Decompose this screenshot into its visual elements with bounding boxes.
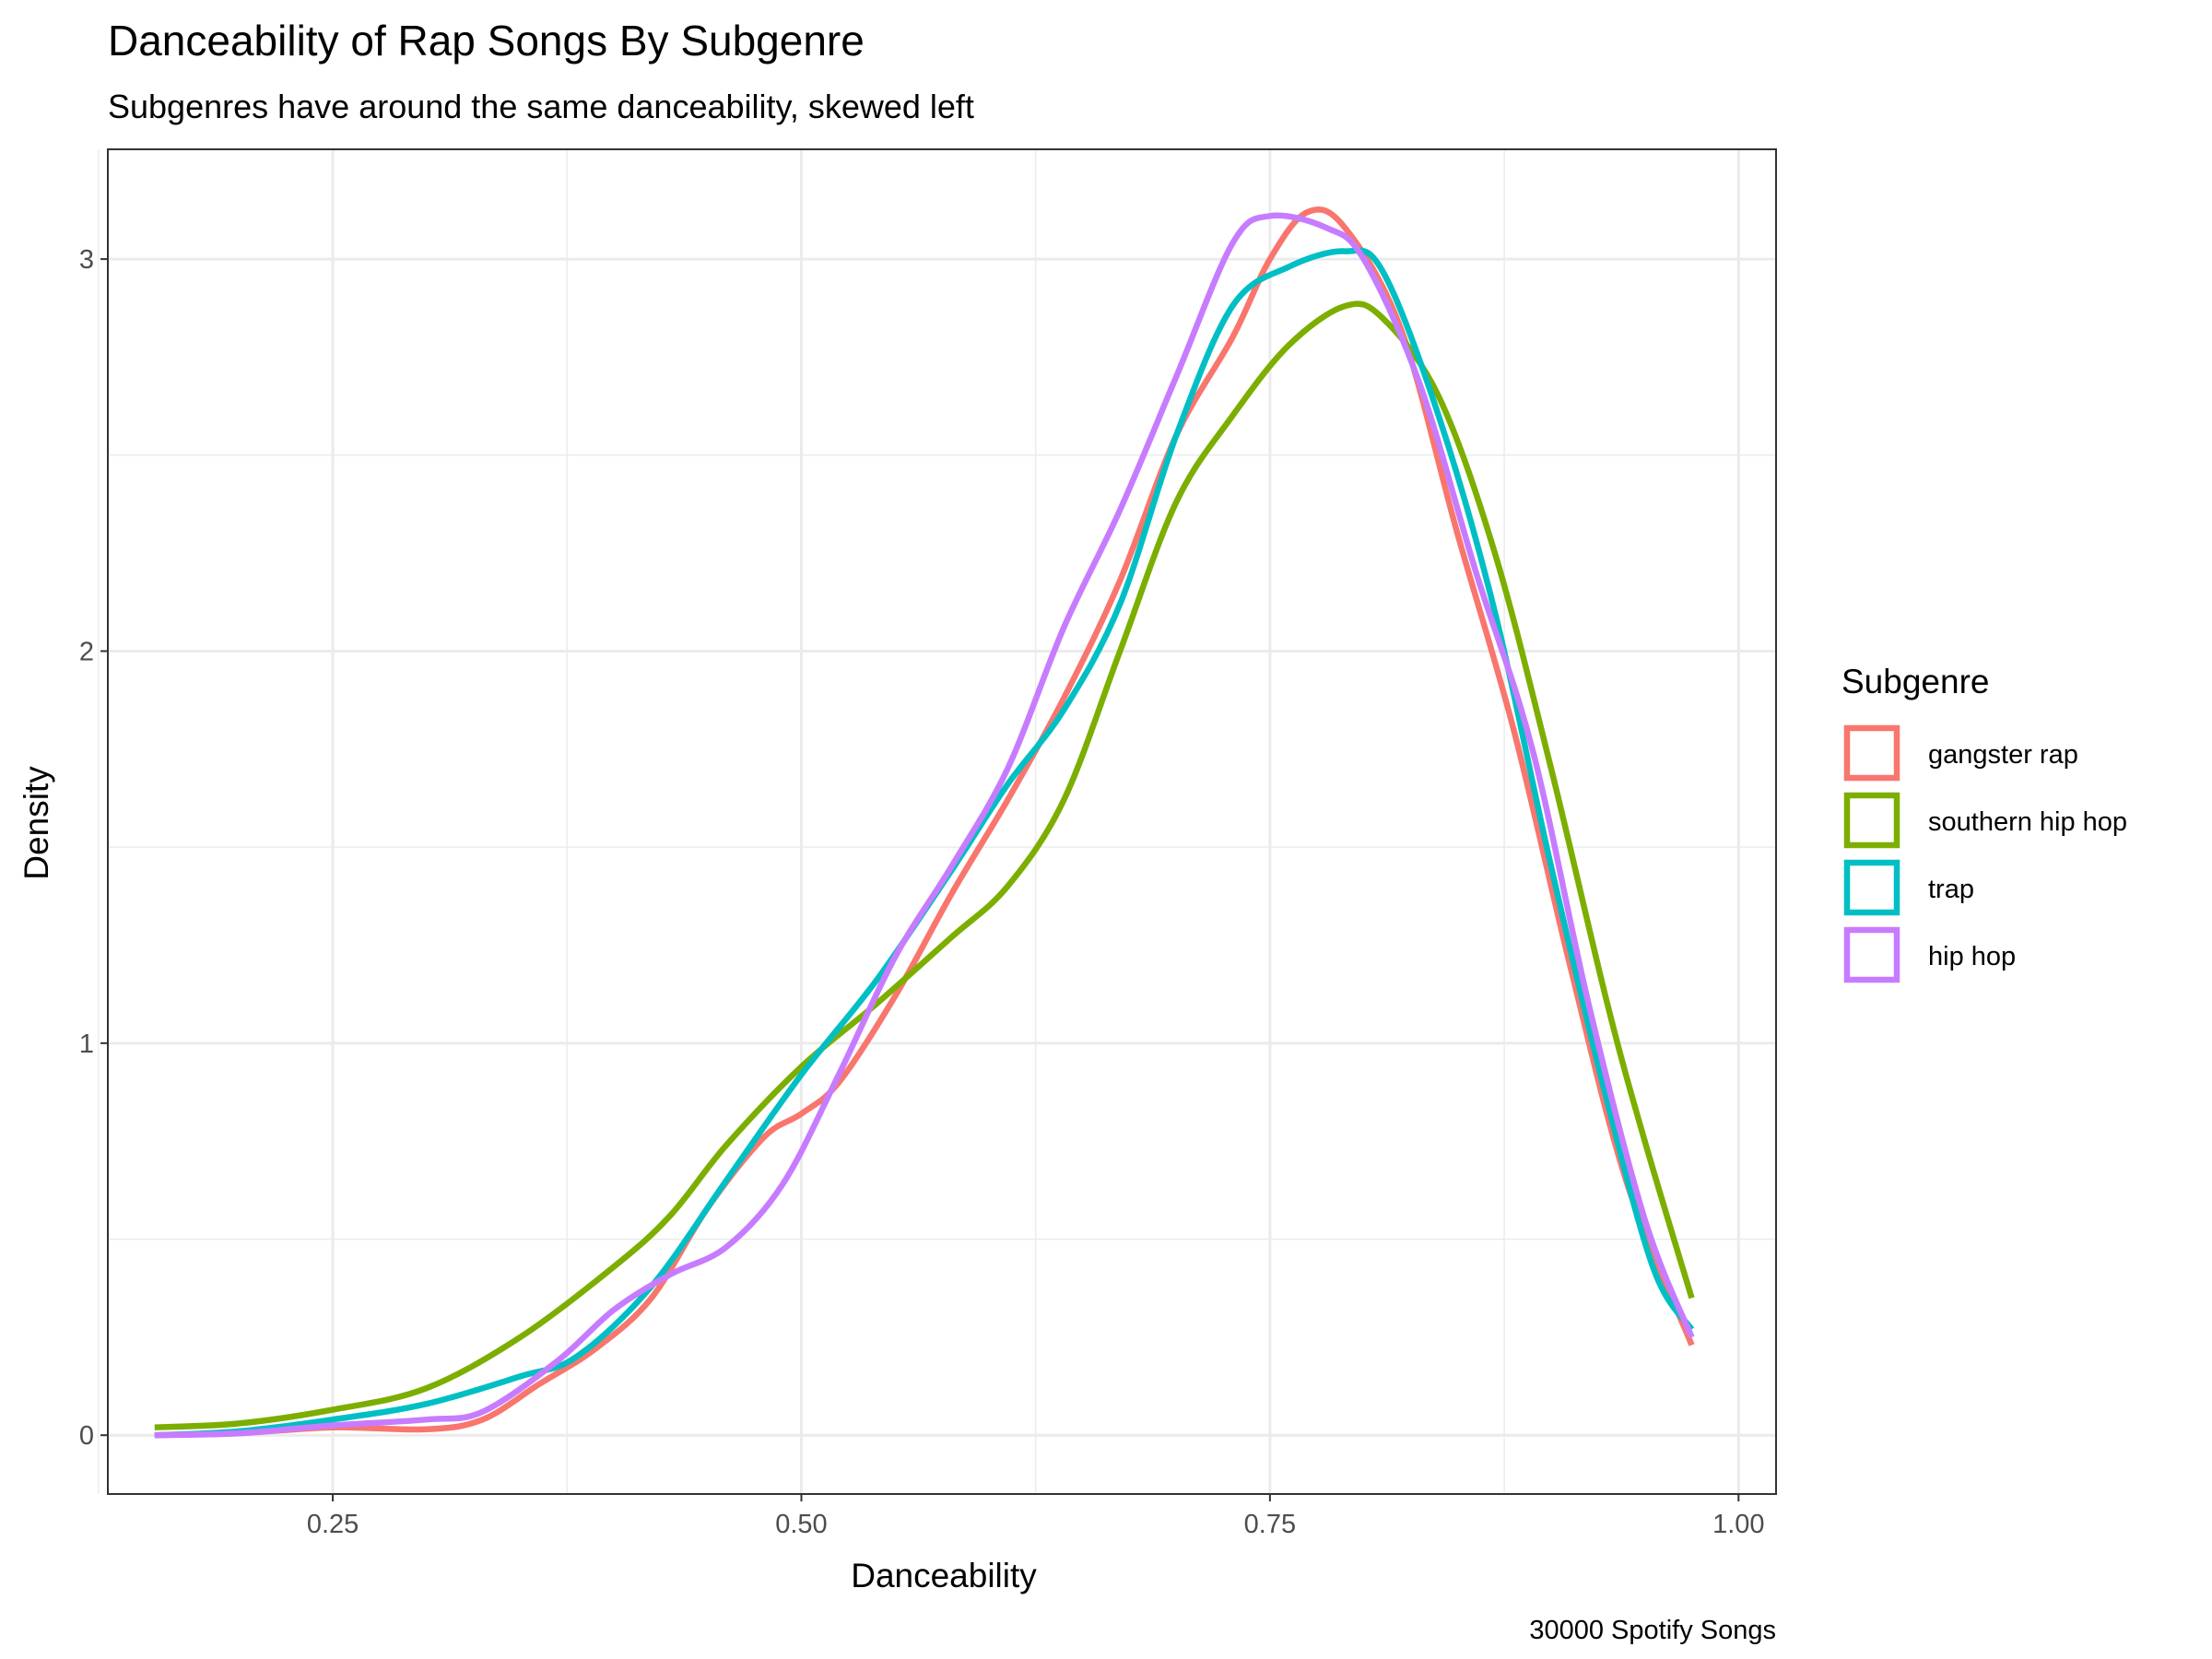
chart-title: Danceability of Rap Songs By Subgenre [108,17,865,65]
legend-item-gangster-rap: gangster rap [1843,724,2078,782]
legend-items: gangster rap southern hip hop trap hip hop [1843,724,2127,983]
x-axis: 0.25 0.50 0.75 1.00 [307,1494,1765,1539]
x-axis-title: Danceability [851,1557,1037,1594]
x-tick-label: 0.25 [307,1510,359,1539]
legend-key-southern-hip-hop [1843,792,1900,849]
grid-lines [98,149,1776,1494]
x-tick-label: 1.00 [1712,1510,1764,1539]
legend-key-hip-hop [1843,926,1900,983]
legend-label-southern-hip-hop: southern hip hop [1928,807,2127,837]
series-layer [154,206,1695,1439]
legend-label-hip-hop: hip hop [1928,942,2016,971]
density-line-gangster-rap [154,206,1695,1439]
legend-item-southern-hip-hop: southern hip hop [1843,792,2127,849]
y-tick-label: 1 [79,1030,94,1059]
y-axis: 0 1 2 3 [79,245,108,1451]
x-tick-label: 0.75 [1244,1510,1296,1539]
x-tick-label: 0.50 [775,1510,827,1539]
plot-panel [98,148,1777,1495]
chart-subtitle: Subgenres have around the same danceabil… [108,88,974,125]
legend: Subgenre gangster rap southern hip hop tra… [1841,663,2127,983]
y-tick-label: 0 [79,1421,94,1451]
y-tick-label: 3 [79,245,94,275]
density-line-southern-hip-hop [154,300,1695,1430]
plot-background [108,149,1776,1494]
legend-item-hip-hop: hip hop [1843,926,2016,983]
legend-title: Subgenre [1841,663,1989,700]
plot-border [107,148,1777,1495]
legend-key-trap [1843,859,1900,916]
chart-caption: 30000 Spotify Songs [1529,1616,1776,1645]
legend-label-trap: trap [1928,875,1974,904]
legend-key-gangster-rap [1843,724,1900,782]
y-axis-title: Density [18,766,55,880]
y-tick-label: 2 [79,637,94,666]
legend-label-gangster-rap: gangster rap [1928,740,2078,770]
density-line-hip-hop [154,212,1695,1439]
legend-item-trap: trap [1843,859,1974,916]
